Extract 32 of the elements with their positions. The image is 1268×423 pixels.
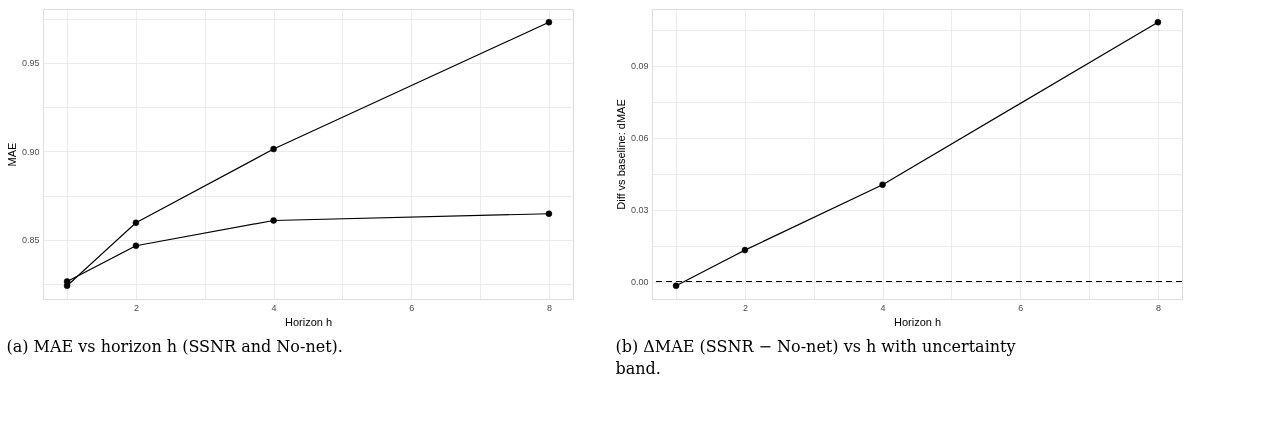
text: (a) MAE vs horizon h (SSNR and No-net).	[6, 337, 343, 356]
y-tick-label: 0.03	[630, 205, 649, 216]
y-tick-label: 0.00	[630, 277, 649, 287]
point	[545, 210, 553, 218]
point	[132, 242, 140, 250]
x-tick-label: 8	[546, 302, 552, 313]
y-tick-label: 0.85	[21, 235, 40, 246]
x-tick-label: 8	[1155, 302, 1161, 313]
x-tick-label: 4	[271, 302, 277, 313]
y-tick-label: 0.06	[630, 133, 649, 144]
point	[270, 217, 277, 224]
x-tick-label: 6	[1018, 302, 1024, 313]
x-axis-title: Horizon h	[893, 315, 942, 328]
point	[879, 181, 886, 188]
y-axis-title: MAE	[5, 142, 18, 167]
point	[132, 219, 140, 227]
point	[545, 19, 553, 26]
point	[270, 145, 277, 153]
x-tick-label: 2	[133, 302, 139, 313]
y-tick-label: 0.90	[21, 146, 40, 157]
x-tick-label: 6	[409, 302, 415, 313]
point	[741, 246, 749, 254]
point	[1154, 18, 1162, 26]
text: (b) ΔMAE (SSNR − No-net) vs h with uncertainty band.	[615, 337, 1016, 378]
point	[672, 282, 680, 290]
x-tick-label: 4	[880, 302, 886, 313]
y-tick-label: 0.09	[630, 61, 649, 72]
point	[63, 278, 71, 285]
y-axis-title: Diff vs baseline: dMAE	[614, 99, 627, 210]
x-axis-title: Horizon h	[284, 315, 333, 328]
y-tick-label: 0.95	[21, 58, 40, 69]
x-tick-label: 2	[742, 302, 748, 313]
